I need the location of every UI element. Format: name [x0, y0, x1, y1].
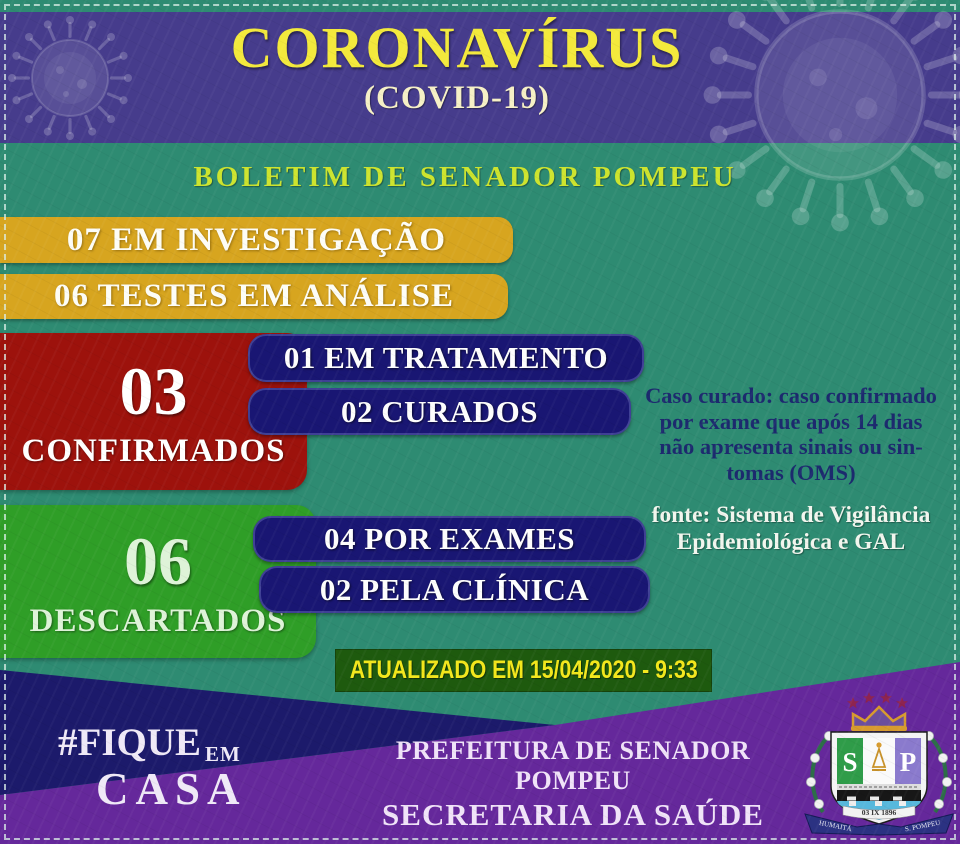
tests-bar: 06 TESTES EM ANÁLISE	[0, 274, 508, 319]
crest-date: 03 IX 1896	[862, 808, 897, 817]
hashtag-em: EM	[205, 742, 241, 766]
cured-pill: 02 CURADOS	[248, 388, 631, 435]
crest-shield: S P 03 IX 1896	[830, 731, 928, 825]
stay-home-hashtag: #FIQUE EM CASA	[58, 721, 273, 814]
hashtag-casa: CASA	[96, 764, 247, 814]
virus-icon-right	[703, 0, 960, 232]
note-line: por exame que após 14 dias	[659, 408, 923, 434]
exams-pill: 04 POR EXAMES	[253, 516, 646, 562]
org-department: SECRETARIA DA SAÚDE	[382, 797, 764, 832]
hashtag-fique: #FIQUE	[58, 721, 202, 764]
source-note: fonte: Sistema de Vigilância Epidemiológ…	[630, 502, 952, 556]
crest-crown	[851, 705, 907, 731]
banner-text: CORONAVÍRUS (COVID-19)	[0, 18, 914, 118]
org-name: PREFEITURA DE SENADOR POMPEU	[395, 736, 751, 795]
page-title: CORONAVÍRUS	[230, 15, 684, 80]
updated-label: ATUALIZADO EM 15/04/2020 - 9:33	[349, 656, 698, 684]
page-subtitle: (COVID-19)	[364, 80, 550, 116]
footer-background	[0, 662, 960, 844]
bulletin-title: BOLETIM DE SENADOR POMPEU	[193, 161, 737, 193]
virus-icon-left	[8, 16, 132, 140]
clinic-pill: 02 PELA CLÍNICA	[259, 566, 650, 613]
crest-letter-p: P	[900, 747, 917, 777]
coat-of-arms-icon: S P 03 IX 1896	[804, 692, 954, 836]
source-line: fonte: Sistema de Vigilância	[651, 502, 931, 528]
crest-letter-s: S	[842, 747, 857, 777]
organization-block: PREFEITURA DE SENADOR POMPEU SECRETARIA …	[355, 736, 791, 844]
cured-definition-note: Caso curado: caso confirmado por exame q…	[630, 383, 952, 485]
confirmed-label: CONFIRMADOS	[21, 432, 286, 469]
discarded-label: DESCARTADOS	[29, 602, 287, 639]
investigation-bar: 07 EM INVESTIGAÇÃO	[0, 217, 513, 263]
top-banner	[0, 12, 960, 143]
note-line: Caso curado: caso confirmado	[645, 383, 937, 408]
crest-lamp-icon	[871, 742, 887, 771]
crest-ribbon: HUMAITÁ S. POMPEU	[804, 813, 954, 836]
discarded-count: 06	[124, 522, 192, 599]
note-line: tomas (OMS)	[726, 459, 856, 485]
updated-banner: ATUALIZADO EM 15/04/2020 - 9:33	[335, 649, 712, 692]
crest-stars	[847, 692, 908, 709]
source-line: Epidemiológica e GAL	[676, 529, 906, 555]
note-line: não apresenta sinais ou sin-	[659, 434, 923, 459]
confirmed-count: 03	[119, 352, 188, 429]
treatment-pill: 01 EM TRATAMENTO	[248, 334, 644, 382]
